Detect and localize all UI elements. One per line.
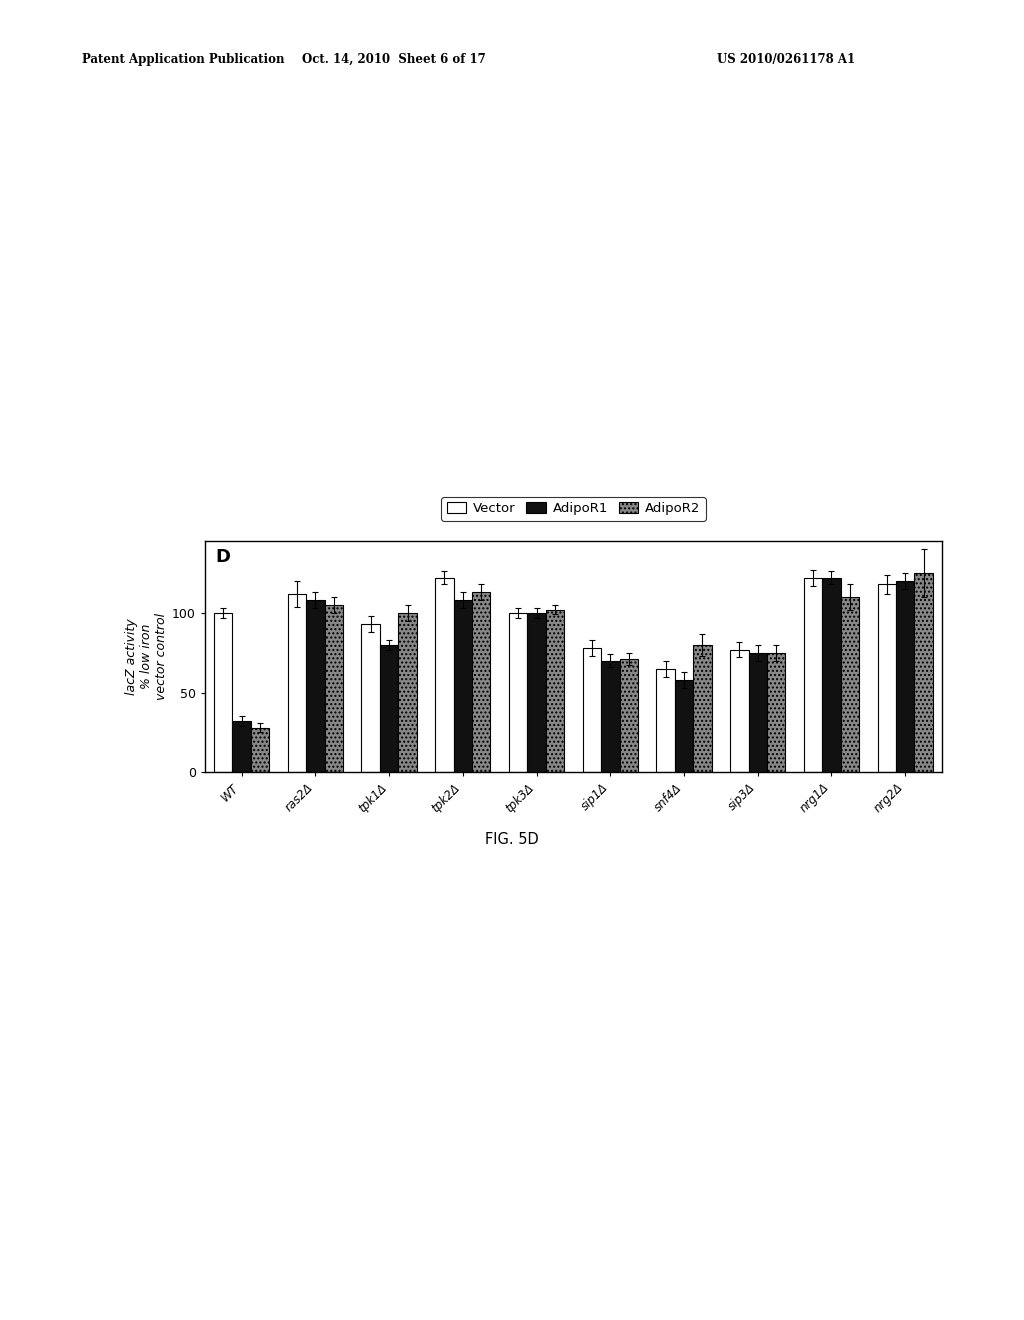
Bar: [361, 624, 380, 772]
Bar: [675, 680, 693, 772]
Bar: [306, 601, 325, 772]
Bar: [620, 659, 638, 772]
Bar: [398, 612, 417, 772]
Bar: [601, 661, 620, 772]
Text: FIG. 5D: FIG. 5D: [485, 832, 539, 846]
Bar: [822, 578, 841, 772]
Bar: [454, 601, 472, 772]
Bar: [841, 597, 859, 772]
Bar: [380, 644, 398, 772]
Bar: [435, 578, 454, 772]
Bar: [767, 652, 785, 772]
Bar: [509, 612, 527, 772]
Bar: [251, 727, 269, 772]
Bar: [325, 605, 343, 772]
Bar: [693, 644, 712, 772]
Bar: [583, 648, 601, 772]
Bar: [527, 612, 546, 772]
Bar: [232, 721, 251, 772]
Bar: [546, 610, 564, 772]
Text: D: D: [216, 548, 230, 566]
Bar: [656, 669, 675, 772]
Bar: [730, 649, 749, 772]
Bar: [472, 593, 490, 772]
Bar: [214, 612, 232, 772]
Bar: [914, 573, 933, 772]
Y-axis label: lacZ activity
% low iron
vector control: lacZ activity % low iron vector control: [125, 612, 168, 701]
Text: US 2010/0261178 A1: US 2010/0261178 A1: [717, 53, 855, 66]
Bar: [288, 594, 306, 772]
Legend: Vector, AdipoR1, AdipoR2: Vector, AdipoR1, AdipoR2: [441, 496, 706, 520]
Bar: [749, 652, 767, 772]
Text: Patent Application Publication: Patent Application Publication: [82, 53, 285, 66]
Text: Oct. 14, 2010  Sheet 6 of 17: Oct. 14, 2010 Sheet 6 of 17: [302, 53, 486, 66]
Bar: [896, 581, 914, 772]
Bar: [804, 578, 822, 772]
Bar: [878, 585, 896, 772]
